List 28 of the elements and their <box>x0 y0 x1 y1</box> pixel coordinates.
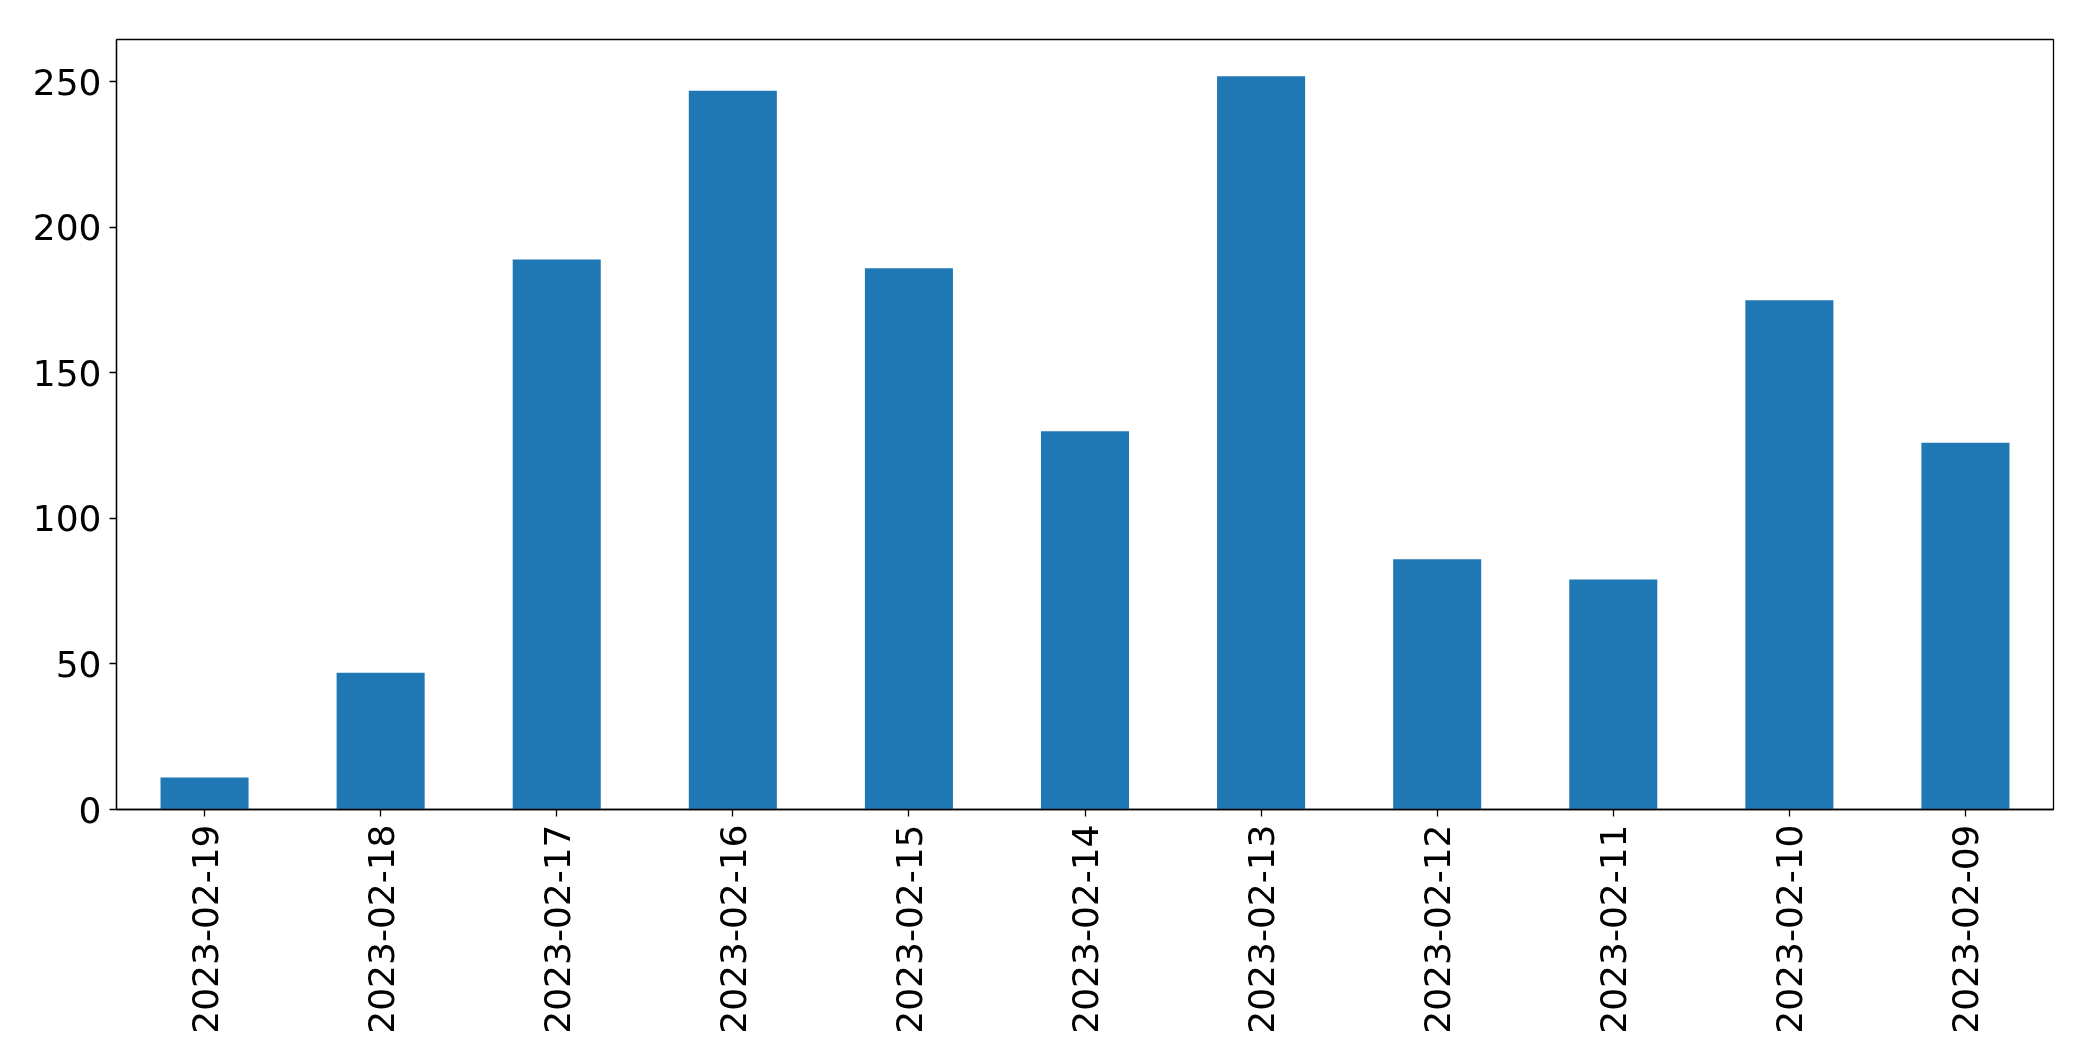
x-tick-label: 2023-02-18 <box>360 824 402 1034</box>
bar <box>336 672 425 810</box>
bar <box>688 90 777 810</box>
bar <box>1393 559 1482 810</box>
x-tick-label: 2023-02-14 <box>1065 824 1106 1034</box>
x-tick-label: 2023-02-19 <box>184 824 226 1034</box>
x-tick-label: 2023-02-11 <box>1593 824 1635 1034</box>
y-tick-label: 250 <box>32 61 102 103</box>
bar <box>1040 431 1130 810</box>
bar <box>864 268 953 810</box>
y-tick-label: 150 <box>32 352 102 394</box>
x-tick-label: 2023-02-10 <box>1769 824 1811 1034</box>
x-tick-label: 2023-02-16 <box>712 824 754 1034</box>
bar <box>160 777 249 810</box>
bar <box>512 259 601 810</box>
bar <box>1921 442 2010 810</box>
y-tick-label: 50 <box>55 644 102 685</box>
x-tick-label: 2023-02-13 <box>1241 824 1283 1034</box>
y-tick-label: 200 <box>32 207 102 249</box>
y-tick-label: 100 <box>32 498 102 540</box>
bar <box>1745 300 1834 810</box>
x-tick-label: 2023-02-09 <box>1945 824 1987 1034</box>
x-tick-label: 2023-02-17 <box>536 824 578 1034</box>
bar <box>1569 579 1658 810</box>
y-tick-label: 0 <box>78 789 102 831</box>
x-tick-label: 2023-02-15 <box>888 824 930 1034</box>
x-tick-label: 2023-02-12 <box>1417 824 1459 1034</box>
bar <box>1217 76 1306 810</box>
